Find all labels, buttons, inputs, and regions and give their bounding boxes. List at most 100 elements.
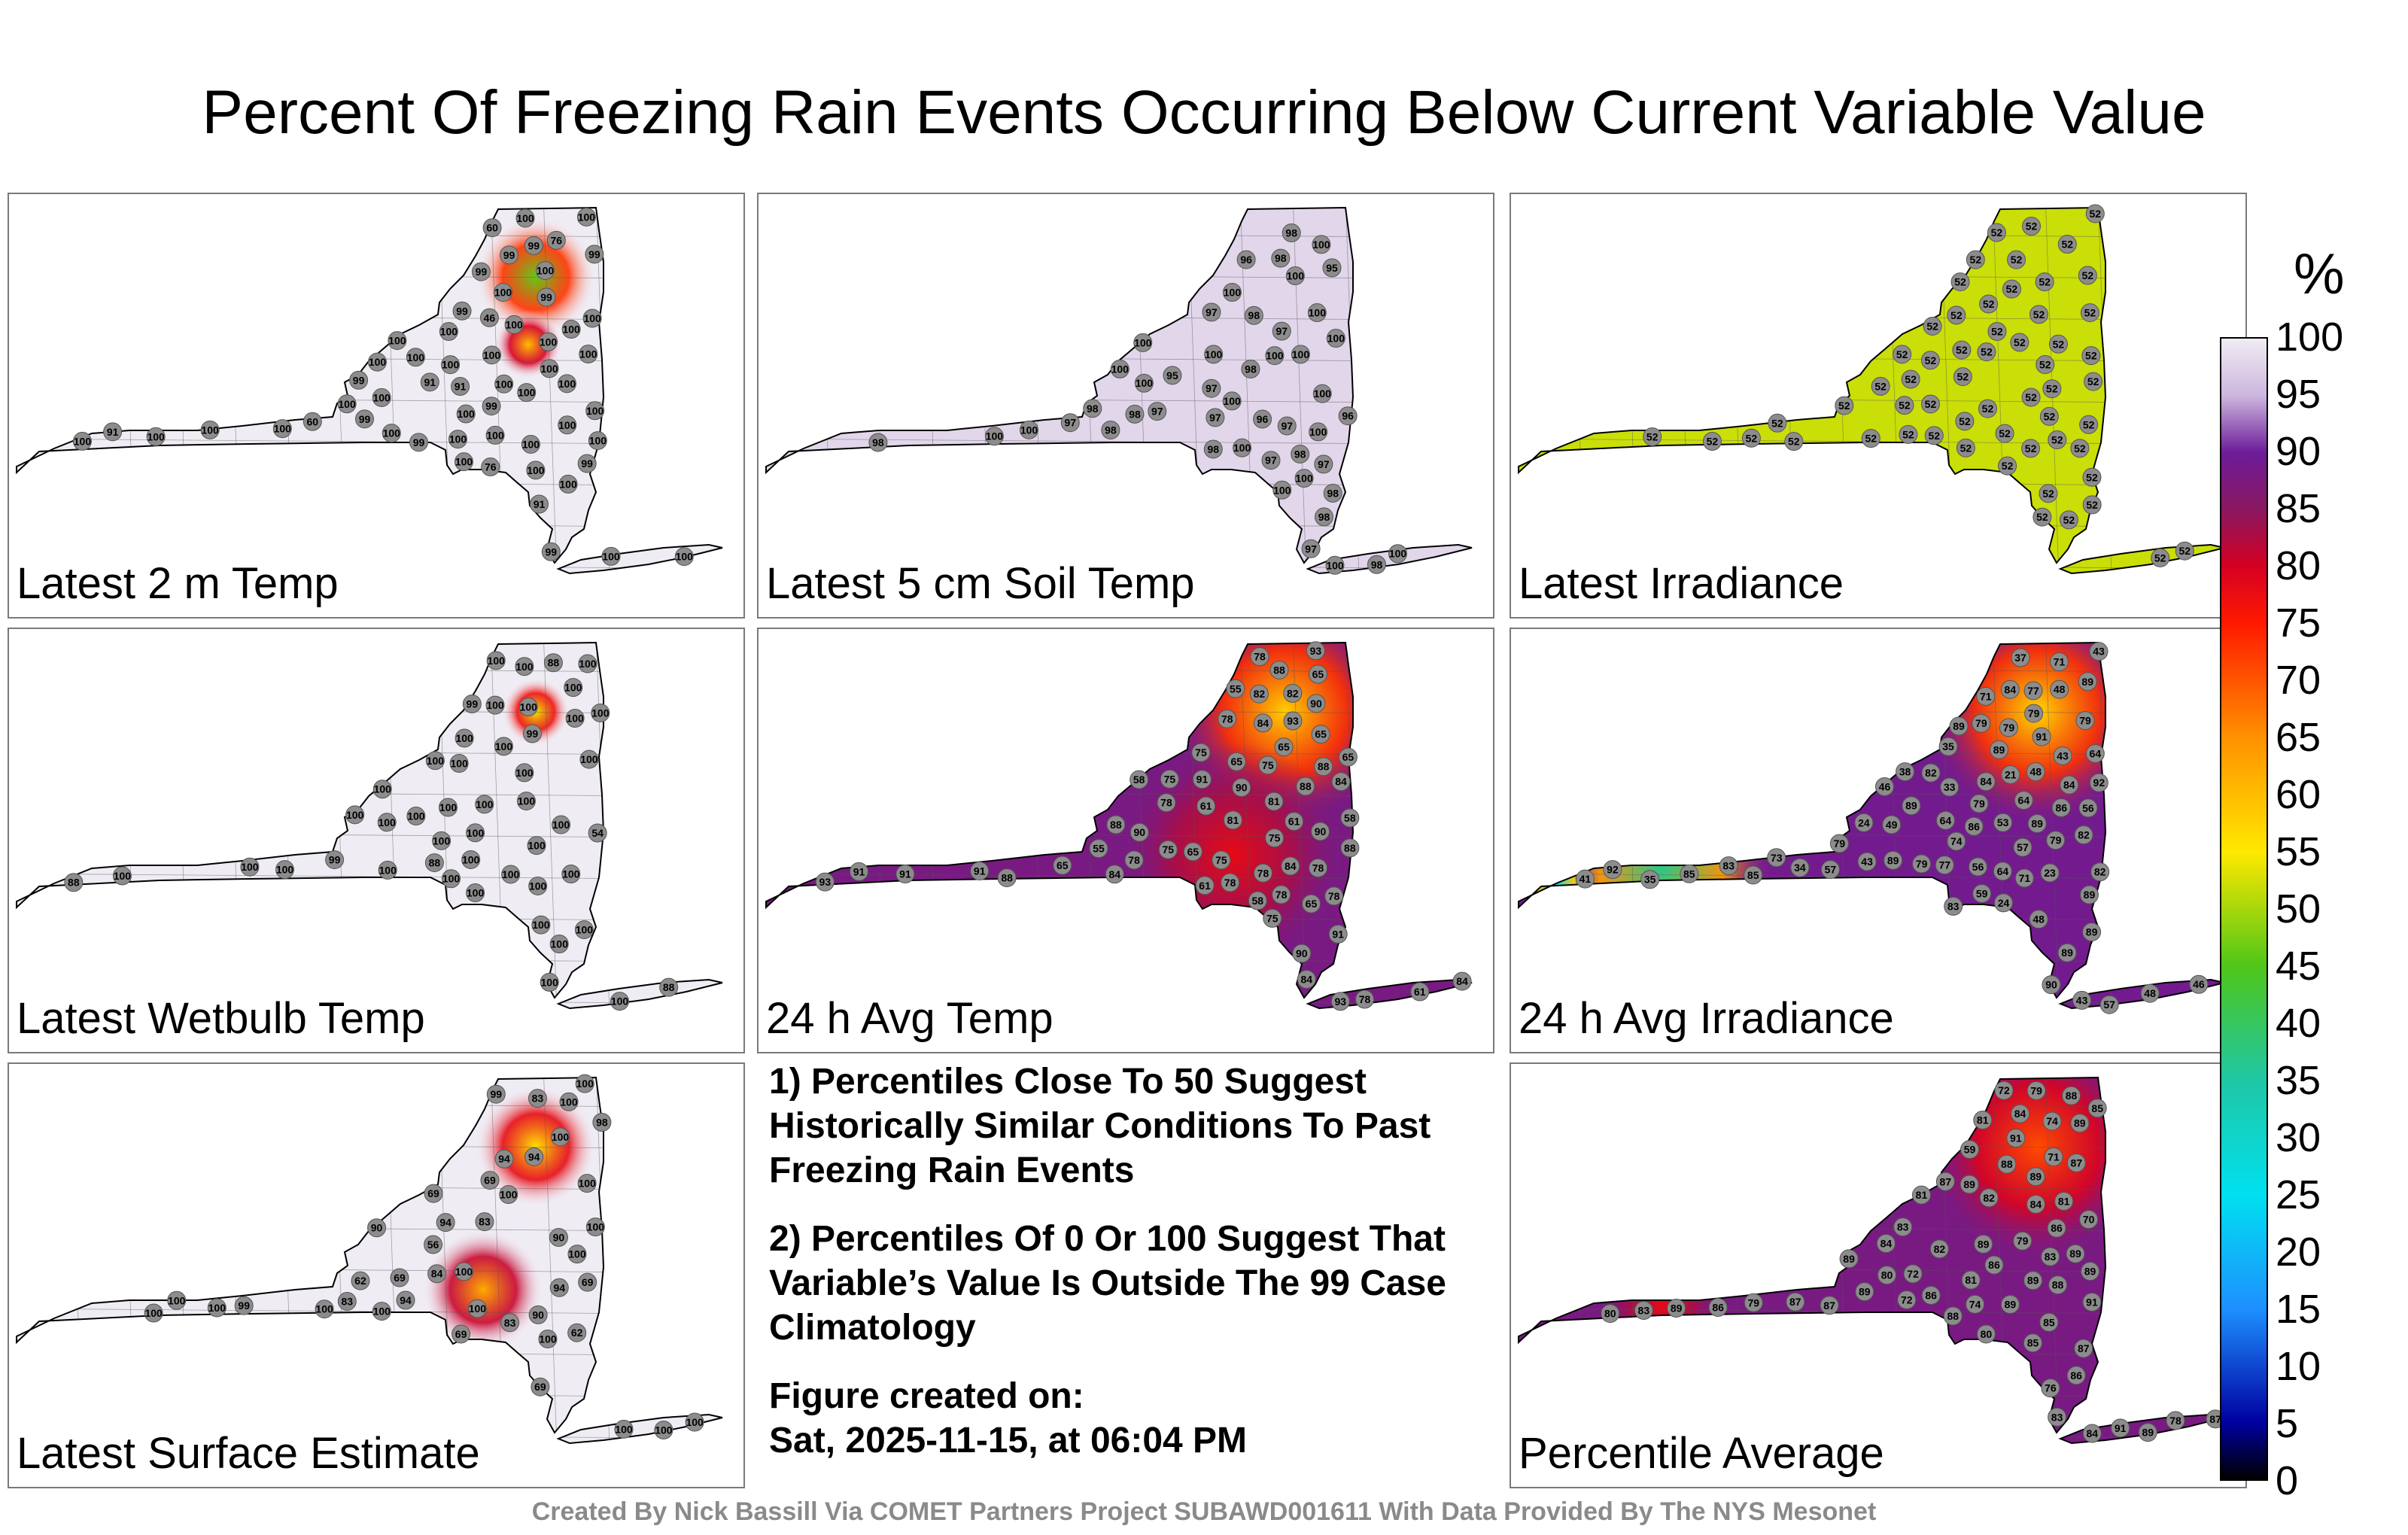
station-value: 88: [429, 857, 441, 869]
station-value: 79: [1973, 798, 1985, 810]
figure-title: Percent Of Freezing Rain Events Occurrin…: [202, 78, 2206, 147]
station-dot: [1893, 1217, 1913, 1237]
station-value: 56: [1972, 861, 1984, 873]
station-marker: 81: [1264, 792, 1284, 811]
station-dot: [868, 433, 888, 452]
station-dot: [585, 245, 604, 264]
station-value: 46: [1879, 780, 1891, 792]
station-value: 100: [495, 378, 513, 390]
station-dot: [2014, 868, 2034, 888]
station-value: 100: [462, 853, 480, 865]
station-marker: 99: [462, 695, 482, 714]
station-dot: [1265, 828, 1285, 848]
station-marker: 100: [1110, 359, 1130, 378]
station-value: 98: [1129, 408, 1141, 420]
station-marker: 100: [466, 823, 485, 843]
station-dot: [2057, 235, 2077, 254]
station-marker: 88: [997, 868, 1017, 888]
station-marker: 69: [578, 1272, 597, 1292]
station-value: 38: [1899, 766, 1911, 778]
station-value: 82: [1934, 1243, 1946, 1255]
station-value: 55: [1093, 843, 1105, 855]
station-value: 99: [546, 546, 558, 558]
station-dot: [997, 868, 1017, 888]
station-marker: 56: [424, 1235, 443, 1254]
station-dot: [1263, 908, 1282, 928]
station-dot: [588, 431, 607, 451]
station-marker: 100: [112, 866, 132, 886]
station-marker: 86: [1921, 1285, 1941, 1305]
station-marker: 100: [485, 425, 505, 445]
station-value: 100: [560, 1096, 578, 1108]
station-value: 100: [369, 356, 387, 368]
station-marker: 100: [475, 795, 494, 814]
station-dot: [448, 430, 467, 449]
station-dot: [2036, 355, 2055, 375]
station-dot: [1953, 367, 1972, 387]
station-value: 88: [2066, 1090, 2078, 1102]
station-dot: [2151, 548, 2170, 567]
station-value: 52: [2002, 460, 2014, 472]
station-value: 52: [2011, 254, 2023, 266]
station-value: 65: [1230, 755, 1242, 768]
station-dot: [1784, 432, 1804, 451]
station-value: 100: [1295, 473, 1313, 485]
station-value: 100: [686, 1416, 704, 1428]
station-dot: [2042, 379, 2062, 399]
station-marker: 52: [1987, 223, 2006, 242]
station-marker: 78: [1272, 885, 1291, 904]
station-dot: [337, 394, 357, 414]
station-marker: 78: [2166, 1411, 2185, 1430]
station-value: 52: [1954, 276, 1966, 288]
station-value: 84: [2014, 1108, 2026, 1120]
colorbar-tick-15: 15: [2276, 1287, 2321, 1332]
station-marker: 97: [1277, 416, 1297, 436]
station-value: 100: [276, 864, 294, 876]
station-value: 97: [1275, 325, 1288, 337]
colorbar-tick-35: 35: [2276, 1058, 2321, 1103]
station-marker: 83: [1719, 856, 1738, 876]
station-marker: 83: [475, 1212, 494, 1232]
station-dot: [1899, 424, 1918, 444]
station-dot: [471, 262, 491, 281]
station-marker: 100: [588, 431, 607, 451]
station-marker: 100: [1291, 345, 1310, 364]
station-marker: 77: [1935, 856, 1954, 875]
station-value: 100: [374, 783, 392, 795]
station-dot: [2024, 704, 2044, 723]
station-marker: 91: [1328, 924, 1348, 944]
station-marker: 100: [377, 813, 397, 832]
station-marker: 52: [1955, 412, 1975, 431]
station-dot: [1130, 822, 1149, 842]
station-value: 91: [424, 376, 436, 388]
station-dot: [2078, 266, 2097, 285]
station-value: 59: [1976, 888, 1988, 900]
station-marker: 90: [1130, 822, 1149, 842]
station-dot: [585, 1217, 605, 1237]
station-dot: [1282, 223, 1301, 242]
station-dot: [2089, 642, 2109, 661]
station-dot: [659, 977, 679, 997]
station-value: 100: [1134, 336, 1152, 348]
station-dot: [482, 397, 501, 416]
station-dot: [1248, 891, 1267, 910]
station-marker: 52: [1893, 345, 1912, 364]
station-dot: [1786, 1292, 1805, 1312]
station-marker: 78: [1250, 647, 1269, 667]
station-dot: [112, 866, 132, 886]
station-dot: [578, 1272, 597, 1292]
station-marker: 100: [1309, 422, 1328, 442]
station-marker: 72: [1903, 1264, 1923, 1284]
station-dot: [558, 415, 577, 435]
station-marker: 100: [406, 348, 425, 367]
station-dot: [2007, 250, 2026, 269]
state-outline: [16, 206, 605, 564]
station-value: 100: [527, 464, 545, 476]
station-value: 89: [2142, 1427, 2154, 1439]
colorbar-tick-90: 90: [2276, 429, 2321, 474]
station-marker: 52: [2085, 204, 2105, 223]
station-value: 89: [2005, 1299, 2017, 1311]
station-marker: 86: [1964, 816, 1984, 836]
station-value: 52: [1950, 309, 1963, 321]
station-dot: [1940, 777, 1960, 797]
